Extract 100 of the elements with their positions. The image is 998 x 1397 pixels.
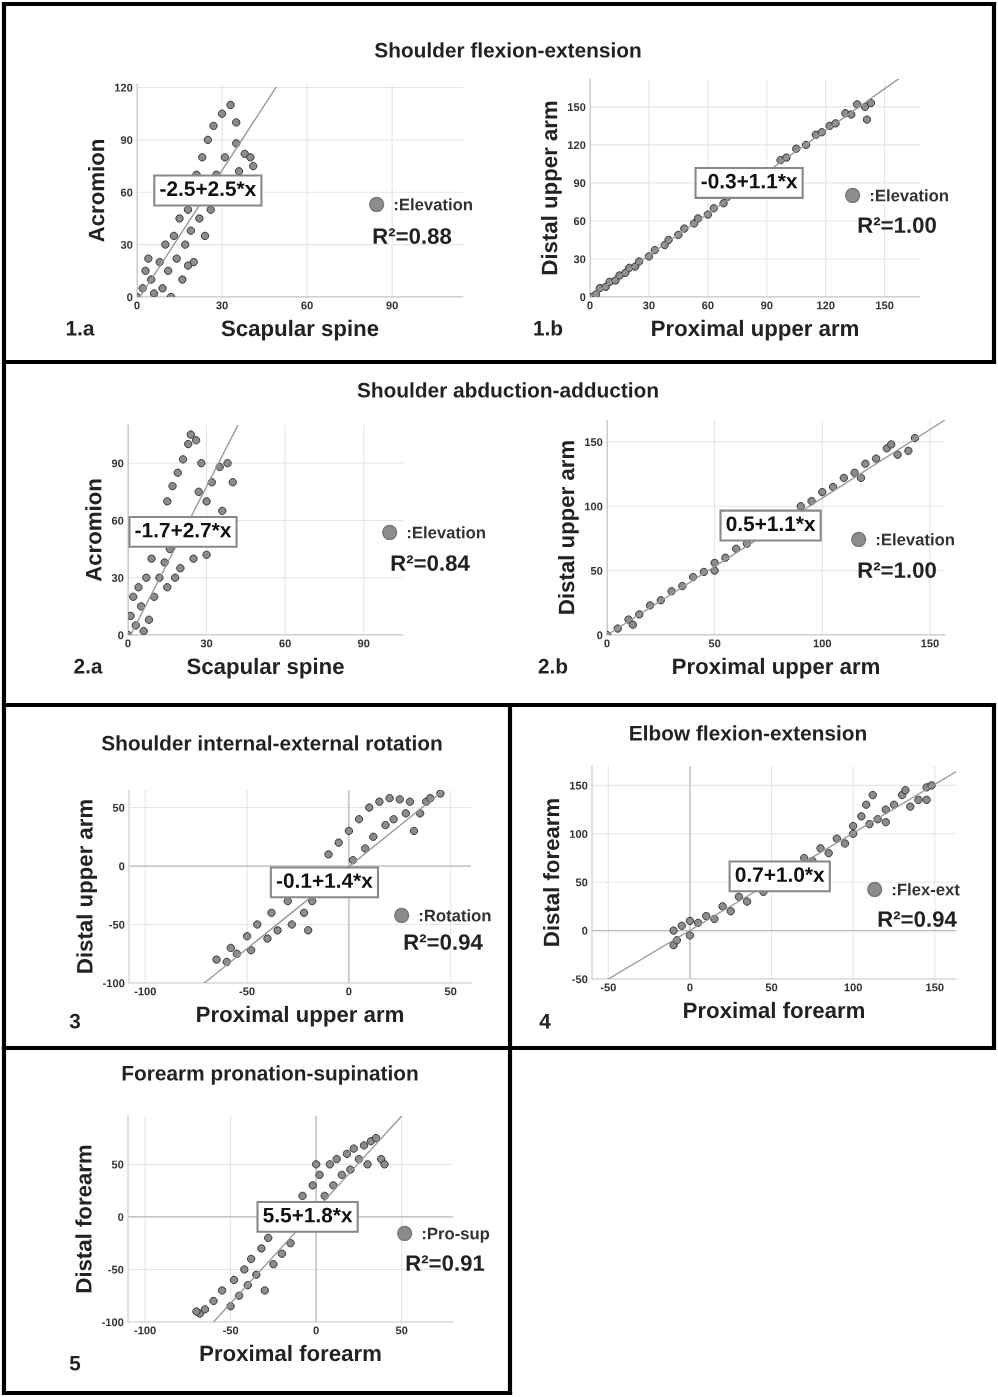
y-tick-label: 0 xyxy=(597,631,603,640)
annotation: R²=0.91 xyxy=(406,1255,485,1271)
x-tick-label: 30 xyxy=(216,301,228,310)
text: Shoulder flexion-extension xyxy=(374,42,641,58)
y-tick-label: -50 xyxy=(108,1265,124,1274)
y-axis-title: Acromion xyxy=(85,479,102,582)
y-tick-label: -100 xyxy=(102,1318,124,1327)
y-axis-title: Distal upper arm xyxy=(541,101,562,275)
legend-label: :Elevation xyxy=(407,526,485,539)
chart-title: Elbow flexion-extension xyxy=(630,725,866,741)
y-tick-label: 150 xyxy=(568,103,586,112)
annotation: -0.1+1.4*x xyxy=(276,873,373,888)
text: 2.a xyxy=(74,658,103,674)
x-tick-label: 30 xyxy=(200,639,213,648)
annotation: R²=1.00 xyxy=(858,562,936,578)
y-tick-label: 50 xyxy=(112,803,125,812)
x-tick-label: 60 xyxy=(279,639,291,648)
x-axis-title: Proximal upper arm xyxy=(673,657,879,679)
x-tick-label: 150 xyxy=(876,301,894,310)
legend-label: :Flex-ext xyxy=(892,883,960,896)
x-axis-title: Proximal upper arm xyxy=(197,1005,403,1027)
y-tick-label: 50 xyxy=(575,878,588,887)
x-tick-label: -100 xyxy=(134,1326,156,1335)
y-tick-label: 60 xyxy=(120,188,133,197)
x-tick-label: -100 xyxy=(134,987,156,996)
annotation: R²=0.88 xyxy=(373,228,452,244)
y-tick-label: 150 xyxy=(585,438,603,447)
y-tick-label: 50 xyxy=(590,566,603,575)
x-tick-label: 120 xyxy=(817,301,835,310)
x-tick-label: 100 xyxy=(844,983,862,992)
y-tick-label: 120 xyxy=(115,83,133,92)
y-tick-label: 120 xyxy=(568,141,586,150)
y-tick-label: 50 xyxy=(111,1160,124,1169)
y-tick-label: 0 xyxy=(582,926,588,935)
x-tick-label: 100 xyxy=(813,639,832,648)
y-axis-title: Distal forearm xyxy=(75,1145,92,1293)
y-tick-label: 150 xyxy=(570,781,588,790)
x-tick-label: 50 xyxy=(708,639,721,648)
x-tick-label: 50 xyxy=(444,987,457,996)
x-tick-label: 90 xyxy=(357,639,370,648)
annotation: 0.5+1.1*x xyxy=(726,516,816,532)
x-tick-label: 0 xyxy=(604,639,610,648)
annotation: 0.7+1.0*x xyxy=(735,867,825,882)
y-tick-label: 90 xyxy=(111,459,124,468)
annotation: -0.3+1.1*x xyxy=(701,173,798,189)
text: 1.b xyxy=(534,320,563,336)
text: Shoulder abduction-adduction xyxy=(357,382,658,398)
text: 3 xyxy=(69,1013,81,1029)
y-tick-label: 90 xyxy=(573,179,586,188)
x-tick-label: 90 xyxy=(760,301,773,310)
annotation: 5.5+1.8*x xyxy=(263,1207,353,1223)
y-axis-title: Distal upper arm xyxy=(76,800,98,973)
y-axis-title: Acromion xyxy=(88,140,105,242)
text: 2.b xyxy=(538,658,568,674)
y-tick-label: 0 xyxy=(118,1213,124,1222)
y-tick-label: 60 xyxy=(111,516,124,525)
y-tick-label: 30 xyxy=(111,573,124,582)
x-tick-label: 50 xyxy=(395,1326,408,1335)
x-tick-label: -50 xyxy=(223,1326,239,1335)
annotation: R²=0.94 xyxy=(878,911,957,927)
text: 1.a xyxy=(66,321,95,336)
y-tick-label: 30 xyxy=(120,240,133,249)
x-tick-label: 150 xyxy=(921,639,939,648)
x-axis-title: Proximal forearm xyxy=(684,1001,865,1019)
x-tick-label: 60 xyxy=(702,301,714,310)
text: 5 xyxy=(69,1356,81,1371)
legend-label: :Rotation xyxy=(419,909,491,922)
text: 4 xyxy=(539,1014,551,1029)
annotation: -1.7+2.7*x xyxy=(135,522,232,538)
x-axis-title: Proximal upper arm xyxy=(652,319,858,341)
x-tick-label: 150 xyxy=(926,983,944,992)
annotation: R²=1.00 xyxy=(858,217,936,233)
y-tick-label: -50 xyxy=(572,975,588,984)
annotation: R²=0.94 xyxy=(404,934,483,950)
x-axis-title: Scapular spine xyxy=(221,319,379,341)
x-tick-label: 0 xyxy=(313,1326,319,1335)
annotation: R²=0.84 xyxy=(391,555,470,571)
x-tick-label: -50 xyxy=(600,983,616,992)
chart-title: Forearm pronation-supination xyxy=(122,1065,418,1085)
x-tick-label: 0 xyxy=(134,301,140,310)
y-axis-title: Distal forearm xyxy=(543,799,560,946)
legend-label: :Pro-sup xyxy=(422,1227,490,1243)
x-tick-label: 90 xyxy=(386,301,398,310)
y-tick-label: -50 xyxy=(109,920,125,929)
y-tick-label: 100 xyxy=(585,502,603,511)
x-tick-label: 60 xyxy=(301,301,313,310)
legend-label: :Elevation xyxy=(870,189,948,202)
y-tick-label: 0 xyxy=(127,293,133,302)
y-tick-label: 90 xyxy=(120,136,133,144)
x-tick-label: -50 xyxy=(239,987,255,996)
x-tick-label: 0 xyxy=(687,983,693,992)
x-axis-title: Proximal forearm xyxy=(200,1344,381,1362)
legend-label: :Elevation xyxy=(394,198,472,211)
x-tick-label: 30 xyxy=(643,301,655,310)
x-axis-title: Scapular spine xyxy=(187,657,344,679)
y-axis-title: Distal upper arm xyxy=(558,441,579,614)
x-tick-label: 50 xyxy=(765,983,778,992)
y-tick-label: 30 xyxy=(573,255,586,264)
x-tick-label: 0 xyxy=(346,987,352,996)
y-tick-label: 60 xyxy=(573,217,586,226)
